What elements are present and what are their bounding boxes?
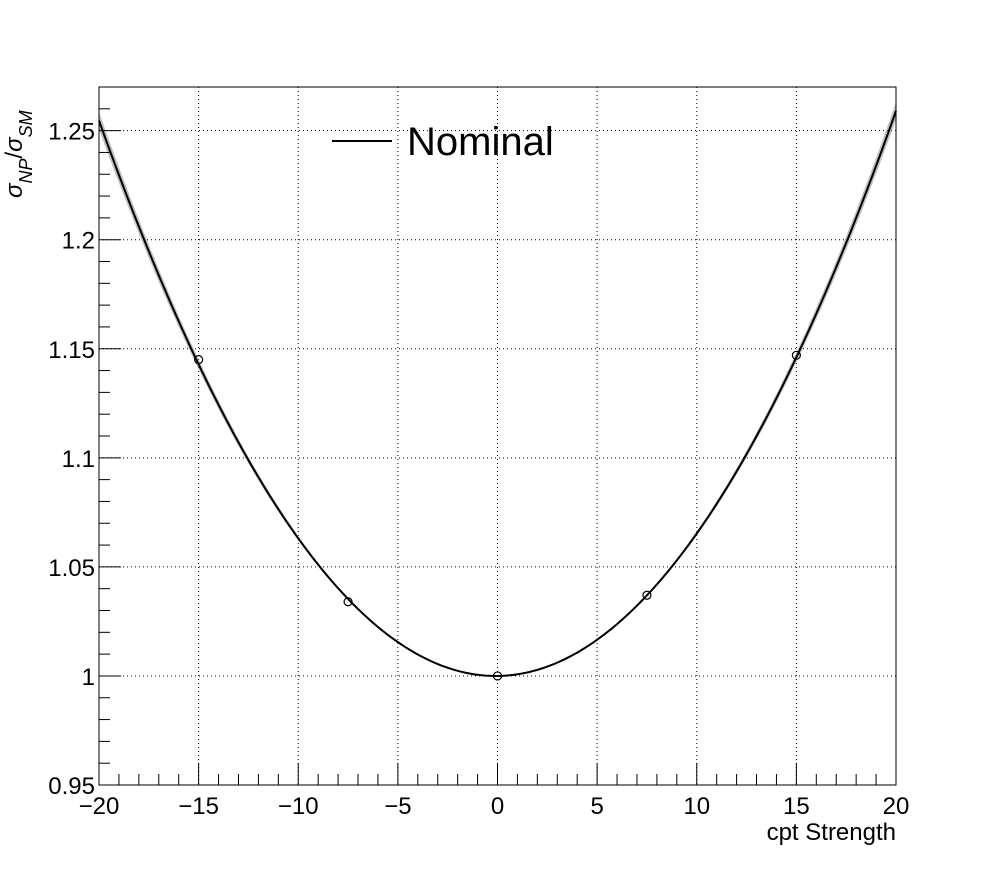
y-tick-label: 1.1	[62, 446, 95, 473]
data-points	[194, 350, 801, 681]
y-title-sigma-np: σ	[1, 182, 28, 198]
y-tick-label: 1.15	[48, 337, 95, 364]
x-tick-label: −10	[278, 793, 319, 820]
y-tick-label: 1.25	[48, 119, 95, 146]
y-title-slash: /	[1, 152, 28, 159]
x-tick-label: 15	[783, 793, 810, 820]
y-tick-label: 1.2	[62, 228, 95, 255]
y-tick-label: 1.05	[48, 555, 95, 582]
axis-ticks	[98, 86, 897, 786]
y-title-sub-sm: SM	[16, 110, 36, 137]
data-point	[194, 355, 204, 365]
data-point	[343, 597, 353, 607]
x-tick-label: −20	[79, 793, 120, 820]
nominal-curve-group	[98, 110, 897, 677]
x-tick-label: 5	[590, 793, 603, 820]
nominal-curve	[98, 110, 897, 677]
x-tick-label: −5	[384, 793, 411, 820]
y-title-sigma-sm: σ	[1, 136, 28, 152]
x-tick-label: −15	[178, 793, 219, 820]
grid	[99, 87, 896, 785]
x-axis-title: cpt Strength	[767, 819, 896, 846]
y-title-sub-np: NP	[16, 159, 36, 184]
svg-text:σNP/σSM: σNP/σSM	[1, 110, 36, 198]
y-tick-labels: 0.95 1 1.05 1.1 1.15 1.2 1.25	[48, 119, 95, 800]
legend: Nominal	[332, 120, 554, 164]
data-point	[642, 590, 652, 600]
legend-label-nominal: Nominal	[407, 120, 554, 164]
data-point	[791, 350, 801, 360]
y-axis-title: σNP/σSM	[1, 110, 36, 198]
data-point	[492, 671, 503, 681]
x-tick-label: 0	[491, 793, 504, 820]
x-tick-labels: −20 −15 −10 −5 0 5 10 15 20	[79, 793, 910, 820]
y-tick-label: 1	[82, 664, 95, 691]
x-tick-label: 10	[683, 793, 710, 820]
y-tick-label: 0.95	[48, 773, 95, 800]
x-tick-label: 20	[883, 793, 910, 820]
